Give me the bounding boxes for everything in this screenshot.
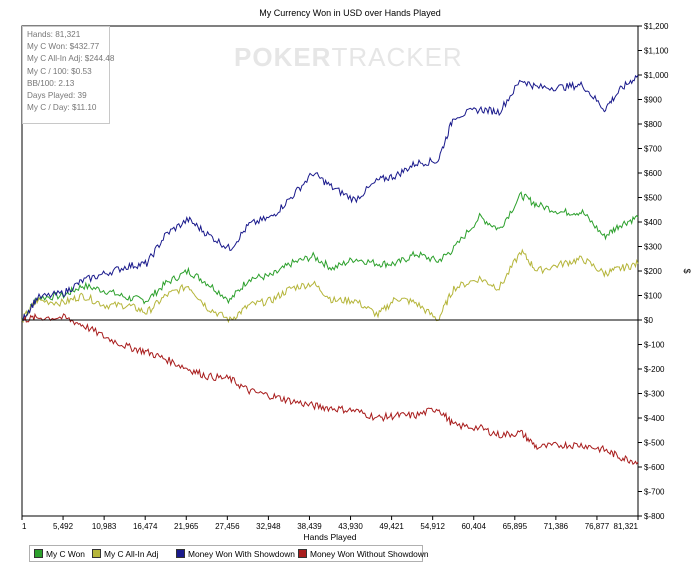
x-axis-label: Hands Played [304, 532, 357, 542]
x-tick-label: 54,912 [420, 522, 445, 531]
stat-bb-per-100: BB/100: 2.13 [27, 78, 75, 88]
legend-swatch [92, 549, 101, 558]
y-axis-ticks: $1,200 $1,100 $1,000 $900 $800 $700 $600 $500 $4… [638, 22, 669, 521]
x-tick-label: 71,386 [544, 522, 569, 531]
y-tick-label: $800 [644, 120, 662, 129]
legend-item-without-showdown: Money Won Without Showdown [298, 549, 429, 559]
y-tick-label: $400 [644, 218, 662, 227]
x-tick-label: 49,421 [379, 522, 404, 531]
x-tick-label: 65,895 [503, 522, 528, 531]
series-lines [21, 74, 639, 466]
y-tick-label: $300 [644, 243, 662, 252]
x-tick-label: 10,983 [92, 522, 117, 531]
x-tick-label: 5,492 [53, 522, 74, 531]
y-tick-label: $600 [644, 169, 662, 178]
legend-item-with-showdown: Money Won With Showdown [176, 549, 295, 559]
legend-item-my-c-won: My C Won [34, 549, 85, 559]
y-tick-label: $200 [644, 267, 662, 276]
x-tick-label: 43,930 [338, 522, 363, 531]
y-tick-label: $0 [644, 316, 653, 325]
x-tick-label: 16,474 [133, 522, 158, 531]
x-tick-label: 76,877 [585, 522, 610, 531]
y-tick-label: $100 [644, 292, 662, 301]
series-line-1 [21, 248, 639, 324]
y-tick-label: $-100 [644, 341, 665, 350]
x-tick-label: 81,321 [614, 522, 639, 531]
y-tick-label: $500 [644, 194, 662, 203]
legend: My C Won My C All-In Adj Money Won With … [29, 545, 429, 562]
y-tick-label: $-600 [644, 463, 665, 472]
legend-swatch [298, 549, 307, 558]
series-line-0 [21, 191, 639, 321]
series-line-2 [21, 74, 639, 322]
series-line-3 [21, 312, 639, 466]
y-tick-label: $700 [644, 145, 662, 154]
x-axis-ticks: 1 5,492 10,983 16,474 21,965 27,456 32,948 38,4… [21, 516, 639, 531]
stat-hands: Hands: 81,321 [27, 30, 81, 39]
stat-per-day: My C / Day: $11.10 [27, 103, 97, 113]
stats-box: Hands: 81,321 My C Won: $432.77 My C All… [22, 26, 115, 124]
stat-per-100: My C / 100: $0.53 [27, 66, 92, 76]
y-tick-label: $1,000 [644, 71, 669, 80]
legend-swatch [176, 549, 185, 558]
y-tick-label: $-300 [644, 390, 665, 399]
y-tick-label: $-700 [644, 488, 665, 497]
stat-allin-adj: My C All-In Adj: $244.48 [27, 54, 115, 64]
y-tick-label: $-500 [644, 439, 665, 448]
stat-days-played: Days Played: 39 [27, 91, 87, 101]
y-tick-label: $900 [644, 96, 662, 105]
y-tick-label: $1,100 [644, 47, 669, 56]
x-tick-label: 32,948 [256, 522, 281, 531]
y-tick-label: $-200 [644, 365, 665, 374]
pokertracker-watermark: POKERTRACKER [234, 42, 463, 72]
x-tick-label: 38,439 [297, 522, 322, 531]
legend-swatch [34, 549, 43, 558]
y-axis-label: $ [682, 268, 692, 273]
y-tick-label: $-800 [644, 512, 665, 521]
x-tick-label: 27,456 [215, 522, 240, 531]
x-tick-label: 60,404 [461, 522, 486, 531]
plot-area [21, 25, 639, 517]
x-tick-label: 21,965 [174, 522, 199, 531]
chart-title: My Currency Won in USD over Hands Played [259, 8, 440, 18]
y-tick-label: $1,200 [644, 22, 669, 31]
legend-item-all-in-adj: My C All-In Adj [92, 549, 158, 559]
y-tick-label: $-400 [644, 414, 665, 423]
x-tick-label: 1 [22, 522, 27, 531]
stat-won: My C Won: $432.77 [27, 42, 100, 52]
